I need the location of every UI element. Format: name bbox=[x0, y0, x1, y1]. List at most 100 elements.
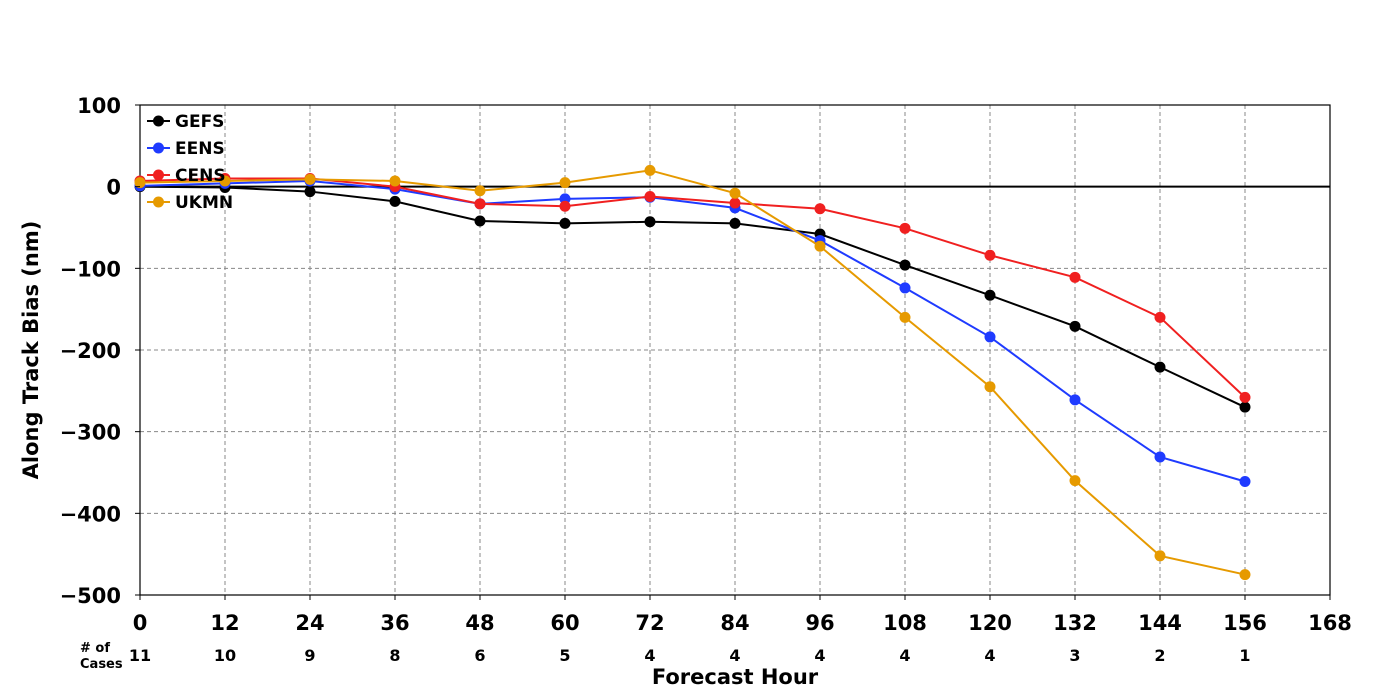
case-count: 1 bbox=[1239, 646, 1250, 665]
data-point bbox=[304, 173, 316, 185]
data-point bbox=[1069, 271, 1081, 283]
series-ukmn bbox=[134, 164, 1251, 581]
series-gefs bbox=[134, 181, 1251, 413]
case-count: 4 bbox=[814, 646, 825, 665]
data-point bbox=[1239, 401, 1251, 413]
data-point bbox=[1154, 311, 1166, 323]
x-tick-label: 24 bbox=[295, 611, 324, 635]
x-tick-label: 156 bbox=[1223, 611, 1267, 635]
cases-row: 11 10 9 8 6 5 4 4 4 4 4 3 2 1 bbox=[129, 646, 1251, 665]
legend-label: GEFS bbox=[175, 112, 224, 132]
cases-title-line1: # of bbox=[80, 641, 110, 656]
legend-marker bbox=[153, 169, 164, 181]
data-point bbox=[389, 175, 401, 187]
grid-lines bbox=[140, 105, 1330, 595]
data-point bbox=[814, 203, 826, 215]
case-count: 8 bbox=[389, 646, 400, 665]
x-tick-label: 60 bbox=[550, 611, 579, 635]
series-line bbox=[139, 177, 1246, 399]
legend-marker bbox=[153, 142, 164, 154]
data-point bbox=[474, 185, 486, 197]
legend-label: UKMN bbox=[175, 193, 233, 213]
x-tick-label: 108 bbox=[883, 611, 927, 635]
data-point bbox=[814, 240, 826, 252]
data-point bbox=[984, 381, 996, 393]
series-line bbox=[139, 169, 1246, 576]
legend-marker bbox=[153, 115, 164, 127]
data-point bbox=[219, 175, 231, 187]
legend-label: EENS bbox=[175, 139, 225, 159]
legend-marker bbox=[153, 196, 164, 208]
y-tick-label: −500 bbox=[60, 584, 121, 608]
data-point bbox=[1239, 569, 1251, 581]
y-tick-label: −200 bbox=[60, 339, 121, 363]
legend-label: CENS bbox=[175, 166, 226, 186]
x-tick-label: 12 bbox=[210, 611, 239, 635]
y-tick-label: 0 bbox=[106, 176, 121, 200]
legend-item-eens: EENS bbox=[147, 139, 225, 159]
case-count: 11 bbox=[129, 646, 151, 665]
case-count: 6 bbox=[474, 646, 485, 665]
case-count: 4 bbox=[729, 646, 740, 665]
data-point bbox=[984, 331, 996, 343]
x-tick-label: 168 bbox=[1308, 611, 1352, 635]
case-count: 4 bbox=[899, 646, 910, 665]
series-cens bbox=[134, 173, 1251, 403]
x-tick-label: 0 bbox=[133, 611, 148, 635]
case-count: 2 bbox=[1154, 646, 1165, 665]
data-point bbox=[729, 217, 741, 229]
cases-title-line2: Cases bbox=[80, 657, 123, 672]
data-point bbox=[1239, 391, 1251, 403]
data-point bbox=[1239, 475, 1251, 487]
case-count: 5 bbox=[559, 646, 570, 665]
data-point bbox=[1069, 394, 1081, 406]
data-point bbox=[474, 198, 486, 210]
x-tick-label: 144 bbox=[1138, 611, 1182, 635]
data-point bbox=[729, 197, 741, 209]
case-count: 3 bbox=[1069, 646, 1080, 665]
case-count: 10 bbox=[214, 646, 236, 665]
case-count: 4 bbox=[644, 646, 655, 665]
series-line bbox=[139, 179, 1246, 483]
data-point bbox=[1069, 320, 1081, 332]
x-tick-label: 48 bbox=[465, 611, 494, 635]
y-tick-label: −300 bbox=[60, 421, 121, 445]
y-tick-label: −100 bbox=[60, 257, 121, 281]
data-point bbox=[644, 164, 656, 176]
data-point bbox=[899, 259, 911, 271]
data-point bbox=[729, 187, 741, 199]
case-count: 9 bbox=[304, 646, 315, 665]
data-point bbox=[644, 216, 656, 228]
case-count: 4 bbox=[984, 646, 995, 665]
data-point bbox=[389, 195, 401, 207]
data-point bbox=[1154, 361, 1166, 373]
data-point bbox=[559, 200, 571, 212]
data-point bbox=[304, 186, 316, 198]
legend-item-cens: CENS bbox=[147, 166, 226, 186]
x-tick-label: 132 bbox=[1053, 611, 1097, 635]
legend-item-ukmn: UKMN bbox=[147, 193, 233, 213]
y-tick-label: −400 bbox=[60, 502, 121, 526]
x-axis-ticks: 0 12 24 36 48 60 72 84 96 108 120 132 144 156 168 bbox=[133, 595, 1352, 635]
data-point bbox=[899, 311, 911, 323]
series-line bbox=[139, 185, 1246, 409]
x-tick-label: 84 bbox=[720, 611, 749, 635]
y-axis-ticks: 100 0 −100 −200 −300 −400 −500 bbox=[60, 94, 140, 608]
data-point bbox=[644, 190, 656, 202]
data-point bbox=[984, 249, 996, 261]
data-point bbox=[1154, 550, 1166, 562]
x-tick-label: 96 bbox=[805, 611, 834, 635]
x-tick-label: 36 bbox=[380, 611, 409, 635]
series-layer bbox=[134, 164, 1251, 581]
data-point bbox=[984, 289, 996, 301]
y-axis-label: Along Track Bias (nm) bbox=[19, 221, 43, 480]
data-point bbox=[559, 217, 571, 229]
y-tick-label: 100 bbox=[77, 94, 121, 118]
data-point bbox=[474, 215, 486, 227]
x-axis-label: Forecast Hour bbox=[652, 665, 819, 689]
data-point bbox=[559, 177, 571, 189]
x-tick-label: 120 bbox=[968, 611, 1012, 635]
data-point bbox=[899, 222, 911, 234]
data-point bbox=[1154, 451, 1166, 463]
